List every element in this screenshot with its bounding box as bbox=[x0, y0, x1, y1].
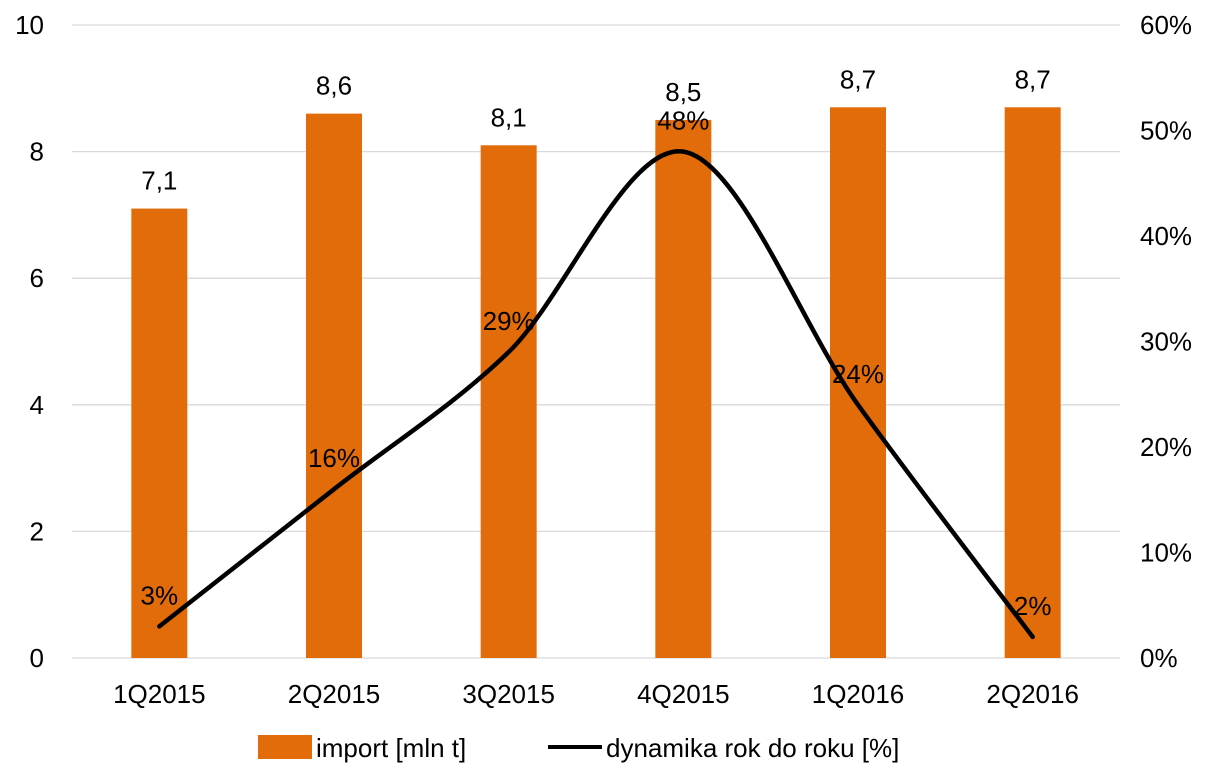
x-tick-label: 1Q2015 bbox=[113, 679, 206, 709]
line-data-label: 48% bbox=[657, 106, 709, 136]
line-data-labels: 3% 16% 29% 48% 24% 2% bbox=[141, 106, 1052, 621]
legend: import [mln t] dynamika rok do roku [%] bbox=[258, 733, 899, 763]
bar-data-labels: 7,1 8,6 8,1 8,5 8,7 8,7 bbox=[141, 64, 1050, 195]
x-tick-label: 2Q2015 bbox=[288, 679, 381, 709]
bar-data-label: 8,6 bbox=[316, 71, 352, 101]
right-tick-label: 50% bbox=[1140, 116, 1192, 146]
gridlines bbox=[72, 24, 1120, 659]
left-axis: 0 2 4 6 8 10 bbox=[15, 10, 44, 673]
line-data-label: 24% bbox=[832, 359, 884, 389]
legend-label-import: import [mln t] bbox=[316, 733, 466, 763]
x-tick-label: 1Q2016 bbox=[812, 679, 905, 709]
right-axis: 0% 10% 20% 30% 40% 50% 60% bbox=[1140, 10, 1192, 673]
right-tick-label: 60% bbox=[1140, 10, 1192, 40]
left-tick-label: 4 bbox=[30, 390, 44, 420]
bar bbox=[1004, 107, 1061, 659]
line-data-label: 29% bbox=[483, 306, 535, 336]
bar bbox=[306, 113, 362, 659]
bar-data-label: 8,1 bbox=[491, 102, 527, 132]
bar-data-label: 8,7 bbox=[840, 64, 876, 94]
bar-data-label: 8,7 bbox=[1015, 64, 1051, 94]
line-data-label: 3% bbox=[141, 580, 179, 610]
x-tick-label: 4Q2015 bbox=[637, 679, 730, 709]
left-tick-label: 10 bbox=[15, 10, 44, 40]
left-tick-label: 2 bbox=[30, 516, 44, 546]
legend-label-dynamika: dynamika rok do roku [%] bbox=[606, 733, 899, 763]
right-tick-label: 20% bbox=[1140, 432, 1192, 462]
bar bbox=[655, 119, 712, 658]
x-tick-label: 2Q2016 bbox=[986, 679, 1079, 709]
left-tick-label: 0 bbox=[30, 643, 44, 673]
line-data-label: 16% bbox=[308, 443, 360, 473]
dynamika-line bbox=[157, 149, 1035, 640]
bar bbox=[131, 208, 188, 658]
bar bbox=[480, 145, 537, 658]
line-series bbox=[157, 149, 1035, 640]
bar-data-label: 8,5 bbox=[665, 77, 701, 107]
line-data-label: 2% bbox=[1014, 591, 1052, 621]
bar-data-label: 7,1 bbox=[141, 166, 177, 196]
right-tick-label: 10% bbox=[1140, 538, 1192, 568]
left-tick-label: 6 bbox=[30, 263, 44, 293]
legend-swatch-import bbox=[258, 735, 312, 759]
x-axis: 1Q2015 2Q2015 3Q2015 4Q2015 1Q2016 2Q2016 bbox=[113, 679, 1079, 709]
right-tick-label: 30% bbox=[1140, 327, 1192, 357]
bar bbox=[830, 107, 886, 659]
bar-series bbox=[131, 107, 1061, 659]
right-tick-label: 40% bbox=[1140, 221, 1192, 251]
right-tick-label: 0% bbox=[1140, 643, 1178, 673]
x-tick-label: 3Q2015 bbox=[462, 679, 555, 709]
left-tick-label: 8 bbox=[30, 137, 44, 167]
